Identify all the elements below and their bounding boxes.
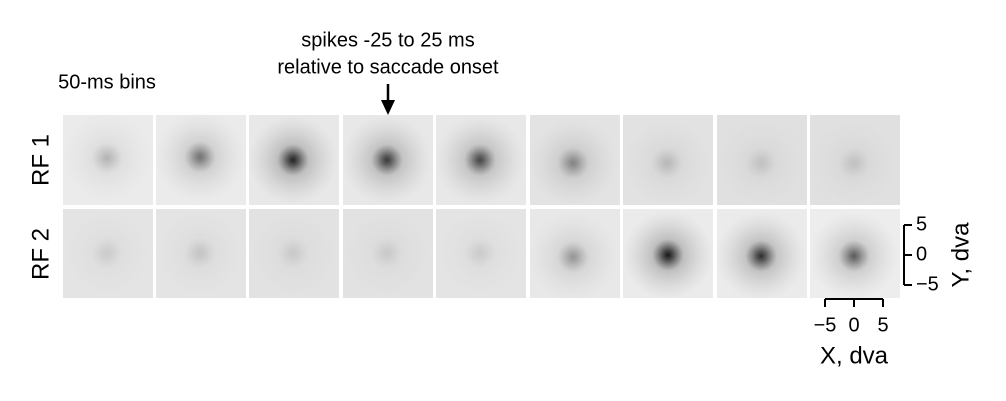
panel xyxy=(248,208,339,298)
row-label: RF 2 xyxy=(27,228,54,280)
panel xyxy=(435,115,526,205)
x-axis-label: X, dva xyxy=(820,342,889,369)
panel xyxy=(528,115,620,208)
panel xyxy=(622,115,713,208)
panel xyxy=(435,208,526,298)
row-label: RF 1 xyxy=(27,134,54,186)
panel xyxy=(342,115,433,205)
x-tick-label: −5 xyxy=(814,314,837,336)
bins-label: 50-ms bins xyxy=(58,71,156,93)
panel xyxy=(342,208,433,298)
y-tick-label: 5 xyxy=(916,213,927,235)
panels xyxy=(62,112,900,302)
panel xyxy=(809,209,900,301)
y-tick-label: 0 xyxy=(916,243,927,265)
panel xyxy=(809,115,900,208)
annotation: spikes -25 to 25 ms xyxy=(301,29,474,51)
panel xyxy=(248,115,339,205)
panel xyxy=(155,112,246,205)
panel xyxy=(62,208,153,298)
y-axis-label: Y, dva xyxy=(947,222,974,288)
annotation: relative to saccade onset xyxy=(277,56,499,78)
x-tick-label: 5 xyxy=(877,314,888,336)
panel xyxy=(623,209,713,300)
panel xyxy=(528,209,620,302)
y-tick-label: −5 xyxy=(916,273,939,295)
arrow-head xyxy=(381,100,395,115)
panel xyxy=(155,208,246,298)
x-tick-label: 0 xyxy=(848,314,859,336)
panel xyxy=(716,115,807,208)
panel xyxy=(716,209,807,301)
panel xyxy=(62,113,153,205)
